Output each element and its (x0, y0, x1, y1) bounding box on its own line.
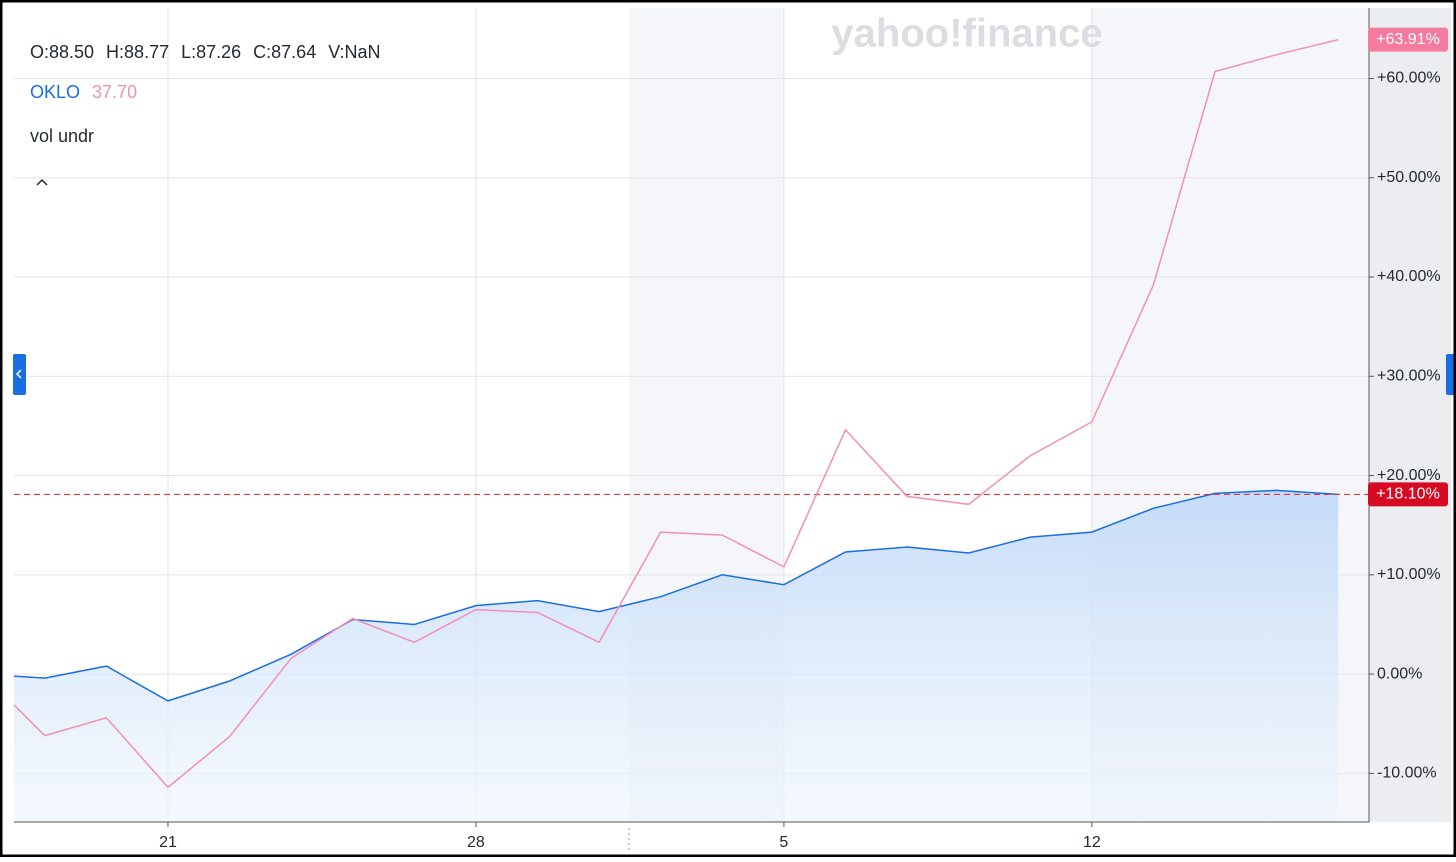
watermark: yahoo!finance (831, 12, 1102, 56)
header: O:88.50 H:88.77 L:87.26 C:87.64 V:NaN OKLO 37.… (30, 42, 381, 102)
axis-panel (1369, 8, 1451, 822)
ohlc-value: O:88.50 (30, 42, 94, 62)
line (13, 38, 1339, 789)
legend-value: 37.70 (92, 82, 137, 102)
y-tick-label: +50.00% (1377, 169, 1441, 186)
collapse-icon[interactable] (36, 178, 48, 186)
value-badge (1368, 27, 1448, 52)
ohlc-value: C:87.64 (253, 42, 316, 62)
volume-label: vol undr (30, 126, 94, 146)
value-badge (1368, 482, 1448, 507)
y-tick-label: +20.00% (1377, 467, 1441, 484)
ohlc-value: L:87.26 (181, 42, 241, 62)
ohlc-value: V:NaN (328, 42, 380, 62)
area (14, 490, 1339, 822)
value-label: +18.10% (1376, 486, 1440, 503)
y-tick-label: -10.00% (1377, 765, 1437, 782)
value-label: +63.91% (1376, 31, 1440, 48)
legend-name: OKLO (30, 82, 80, 102)
left-handle[interactable] (13, 354, 26, 395)
x-tick-label: 5 (779, 834, 788, 851)
y-tick-label: +60.00% (1377, 70, 1441, 87)
x-tick-label: 12 (1083, 834, 1101, 851)
y-tick-label: +10.00% (1377, 566, 1441, 583)
ohlc-value: H:88.77 (106, 42, 169, 62)
left-handle-icon (15, 369, 22, 379)
x-tick-label: 21 (159, 834, 177, 851)
y-tick-label: 0.00% (1377, 665, 1422, 682)
x-tick-label: 28 (467, 834, 485, 851)
y-tick-label: +40.00% (1377, 268, 1441, 285)
line (13, 489, 1339, 702)
y-tick-label: +30.00% (1377, 368, 1441, 385)
plot (13, 38, 1369, 822)
